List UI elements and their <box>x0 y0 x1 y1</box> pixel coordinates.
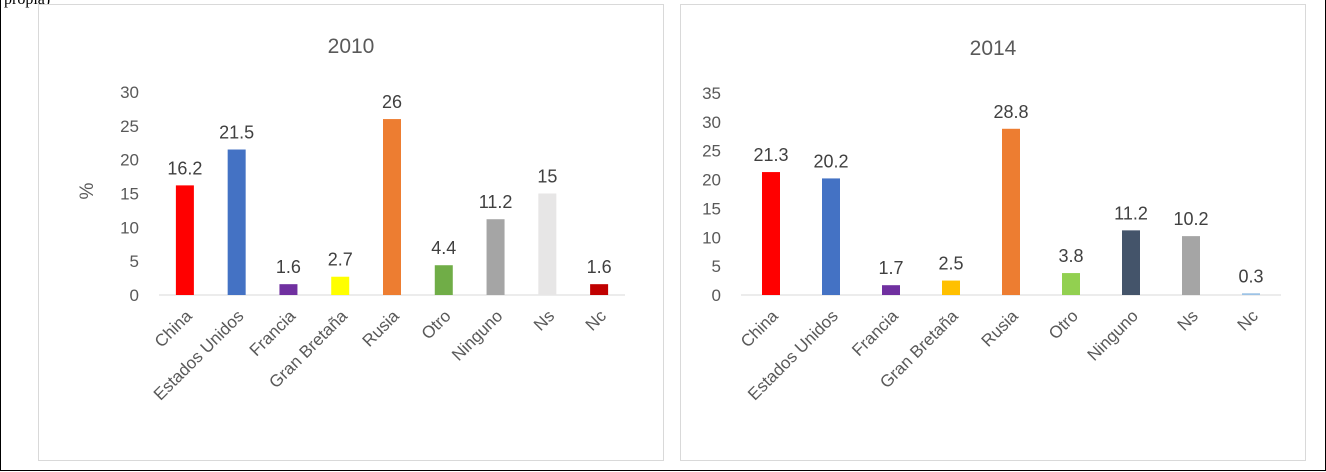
bar <box>762 172 780 295</box>
bar <box>486 219 505 295</box>
bar <box>538 193 557 295</box>
y-tick-label: 30 <box>702 113 721 132</box>
bar <box>1002 128 1020 295</box>
y-tick-label: 5 <box>130 252 139 271</box>
data-label: 28.8 <box>993 102 1028 122</box>
x-category-label: Francia <box>848 306 902 360</box>
data-label: 1.6 <box>587 257 612 277</box>
x-category-label: Nc <box>1234 306 1262 334</box>
y-tick-label: 25 <box>702 142 721 161</box>
caption-fragment: propia) <box>4 0 50 9</box>
bar <box>942 280 960 295</box>
data-label: 0.3 <box>1238 266 1263 286</box>
y-tick-label: 25 <box>120 117 139 136</box>
x-category-label: China <box>151 306 196 351</box>
bar <box>175 185 194 295</box>
data-label: 3.8 <box>1058 246 1083 266</box>
x-category-label: Rusia <box>359 306 404 351</box>
data-label: 1.6 <box>276 257 301 277</box>
chart-2014-panel: 2014 0 5 10 15 20 25 30 35 21.3 China 20.2 Estados U… <box>680 4 1306 461</box>
y-tick-label: 5 <box>712 257 721 276</box>
data-label: 1.7 <box>878 258 903 278</box>
data-label: 15 <box>537 167 557 187</box>
bar <box>590 284 609 295</box>
y-tick-label: 20 <box>120 151 139 170</box>
y-tick-label: 0 <box>712 286 721 305</box>
x-category-label: China <box>737 306 782 351</box>
y-tick-label: 10 <box>120 218 139 237</box>
y-axis-label: % <box>77 182 98 199</box>
y-tick-label: 0 <box>130 286 139 305</box>
data-label: 10.2 <box>1173 209 1208 229</box>
bar <box>434 265 453 295</box>
y-tick-label: 15 <box>702 199 721 218</box>
bar <box>1122 230 1140 295</box>
x-category-label: Estados Unidos <box>150 306 248 404</box>
x-category-label: Rusia <box>978 306 1023 351</box>
y-tick-label: 20 <box>702 171 721 190</box>
x-category-label: Otro <box>418 306 455 343</box>
x-category-label: Nc <box>582 306 610 334</box>
bar <box>279 284 298 295</box>
x-category-label: Ninguno <box>448 306 506 364</box>
x-category-label: Ninguno <box>1084 306 1142 364</box>
bar <box>822 178 840 295</box>
data-label: 16.2 <box>167 158 202 178</box>
data-label: 26 <box>382 92 402 112</box>
y-tick-label: 35 <box>702 84 721 103</box>
y-tick-label: 10 <box>702 228 721 247</box>
bar <box>1062 273 1080 295</box>
bar <box>882 285 900 295</box>
x-category-label: Ns <box>1174 306 1202 334</box>
bar <box>1242 293 1260 295</box>
data-label: 20.2 <box>813 151 848 171</box>
data-label: 21.3 <box>753 145 788 165</box>
chart-2010: 2010% 0 5 10 15 20 25 30 16.2 China 21.5 Estados Un… <box>77 35 625 404</box>
data-label: 11.2 <box>479 192 513 212</box>
y-tick-label: 15 <box>120 185 139 204</box>
data-label: 11.2 <box>1114 203 1148 223</box>
bar <box>331 276 350 295</box>
data-label: 21.5 <box>219 123 254 143</box>
data-label: 2.5 <box>938 254 963 274</box>
bar <box>383 119 401 295</box>
bar <box>227 149 246 295</box>
y-tick-label: 30 <box>120 83 139 102</box>
chart-title: 2010 <box>328 35 375 58</box>
data-label: 4.4 <box>431 238 456 258</box>
x-category-label: Otro <box>1045 306 1082 343</box>
x-category-label: Ns <box>530 306 558 334</box>
chart-2010-panel: 2010% 0 5 10 15 20 25 30 16.2 China 21.5 Estados Un… <box>38 4 664 461</box>
data-label: 2.7 <box>328 250 353 270</box>
bar <box>1182 236 1200 295</box>
chart-title: 2014 <box>970 37 1017 60</box>
